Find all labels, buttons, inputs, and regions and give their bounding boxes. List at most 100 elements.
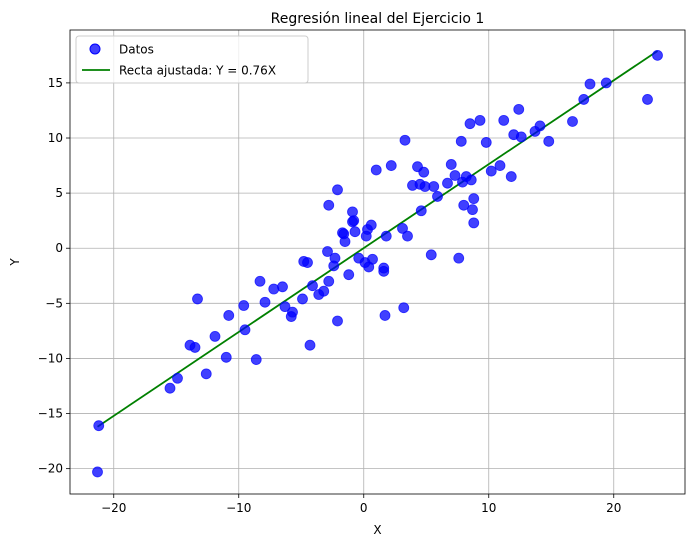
data-point: [474, 114, 486, 126]
data-point: [223, 310, 235, 321]
data-point: [220, 351, 232, 363]
y-tick-label: −5: [45, 296, 63, 310]
data-point: [432, 191, 443, 202]
data-point: [277, 281, 288, 293]
data-point: [543, 135, 555, 147]
data-point: [259, 296, 271, 308]
plot-frame: [69, 29, 686, 495]
data-point: [453, 252, 465, 264]
data-point: [347, 206, 358, 218]
legend: Datos Recta ajustada: Y = 0.76X: [75, 35, 309, 84]
data-point: [449, 170, 461, 181]
data-point: [465, 174, 477, 186]
data-point: [164, 382, 176, 394]
data-point: [402, 230, 413, 242]
data-points-layer: [92, 49, 663, 478]
legend-box: [75, 35, 309, 84]
data-point: [307, 280, 318, 292]
y-tick-label: 0: [55, 241, 63, 255]
x-tick-label: 0: [360, 501, 368, 515]
data-point: [600, 77, 612, 89]
data-point: [567, 116, 578, 127]
data-point: [425, 249, 437, 261]
data-point: [370, 164, 382, 176]
data-point: [343, 269, 355, 281]
data-point: [442, 177, 453, 189]
data-point: [172, 372, 183, 384]
data-point: [367, 253, 378, 265]
x-tick-label: 10: [481, 501, 496, 515]
data-point: [93, 420, 105, 432]
x-tick-label: 20: [606, 501, 621, 515]
data-point: [515, 131, 527, 143]
data-point: [332, 315, 343, 327]
data-point: [192, 293, 203, 305]
data-point: [464, 118, 476, 130]
data-point: [304, 339, 316, 351]
data-point: [485, 165, 497, 177]
data-point: [200, 368, 212, 380]
y-axis-label: Y: [8, 258, 22, 267]
data-point: [250, 354, 262, 365]
data-point: [380, 230, 392, 242]
data-point: [468, 193, 480, 205]
x-tick-label: −20: [101, 501, 126, 515]
data-point: [642, 94, 653, 105]
data-point: [302, 257, 313, 268]
data-point: [428, 181, 440, 192]
data-point: [189, 342, 201, 353]
data-point: [418, 166, 430, 178]
data-point: [323, 199, 335, 211]
data-point: [505, 171, 517, 182]
y-tick-label: −15: [38, 407, 63, 421]
data-point: [398, 302, 410, 314]
data-point: [379, 310, 391, 321]
fit-line: [96, 50, 659, 428]
y-tick-label: 10: [48, 131, 63, 145]
data-point: [322, 246, 333, 257]
data-point: [415, 205, 427, 217]
data-point: [458, 199, 470, 211]
data-point: [445, 159, 457, 170]
data-point: [365, 219, 377, 231]
data-point: [279, 301, 291, 313]
y-tick-label: −20: [38, 462, 63, 476]
x-axis-label: X: [373, 523, 381, 537]
data-point: [239, 324, 251, 336]
data-point: [323, 275, 335, 287]
data-point: [467, 204, 478, 216]
data-point: [584, 78, 596, 90]
legend-label-line: Recta ajustada: Y = 0.76X: [119, 64, 276, 78]
data-point: [92, 466, 103, 478]
legend-marker-datos: [89, 43, 101, 55]
data-point: [397, 222, 408, 234]
data-point: [348, 215, 360, 227]
data-point: [238, 300, 250, 311]
legend-label-datos: Datos: [119, 43, 154, 57]
data-point: [209, 330, 221, 342]
data-point: [318, 285, 330, 297]
data-point: [268, 283, 280, 295]
y-tick-label: 15: [48, 76, 63, 90]
data-point: [468, 217, 480, 229]
data-point: [534, 120, 546, 132]
data-point: [385, 160, 397, 171]
data-point: [652, 49, 663, 61]
data-point: [578, 94, 590, 105]
y-tick-label: 5: [55, 186, 63, 200]
data-point: [494, 160, 506, 171]
data-point: [297, 293, 308, 305]
data-point: [378, 265, 390, 277]
chart-title: Regresión lineal del Ejercicio 1: [271, 11, 485, 27]
data-point: [254, 275, 266, 287]
data-point: [399, 134, 411, 146]
data-point: [332, 184, 343, 196]
data-point: [455, 135, 467, 147]
data-point: [339, 236, 351, 248]
x-axis-ticks: −20 −10 0 10 20: [101, 494, 621, 515]
data-point: [513, 103, 525, 115]
data-point: [287, 306, 298, 318]
data-point: [349, 226, 361, 238]
y-axis-ticks: −20 −15 −10 −5 0 5 10 15: [38, 76, 70, 476]
